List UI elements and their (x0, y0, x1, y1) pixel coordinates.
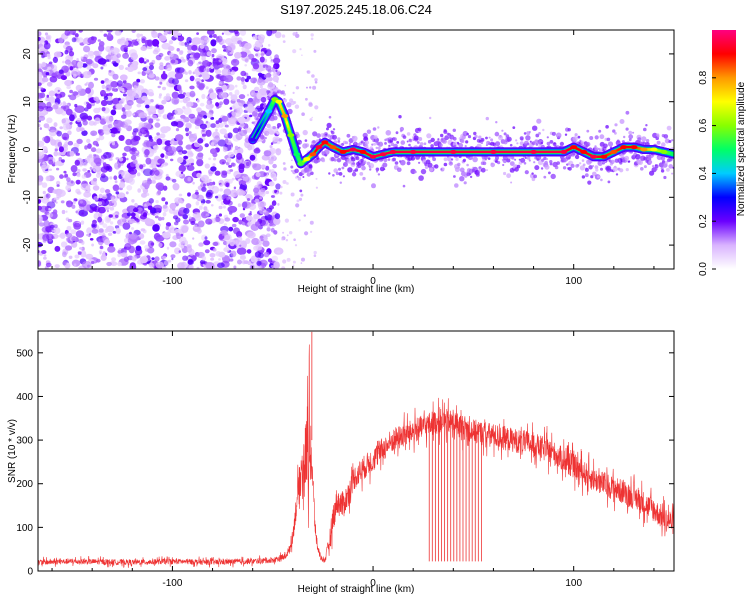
ridge-point (389, 149, 397, 154)
spectrogram-y-axis: -20 -10 0 10 20 (22, 48, 674, 252)
ridge-point (620, 145, 628, 150)
snr-frame (37, 330, 675, 572)
y-tick-label: 20 (22, 48, 33, 60)
y-tick-label: 10 (22, 96, 33, 108)
ridge-point (610, 149, 618, 154)
y-tick-label: 300 (16, 436, 33, 447)
ridge-point (303, 157, 311, 162)
ridge-point (297, 161, 305, 166)
ridge-point (560, 149, 568, 154)
y-tick-label: 100 (16, 523, 33, 534)
ridge-point (570, 145, 578, 150)
colorbar-tick-label: 0.2 (698, 214, 709, 228)
colorbar-tick-label: 0.8 (698, 70, 709, 84)
spectrogram-ridge (248, 94, 674, 169)
ridge-point (590, 154, 598, 159)
spectrogram-x-axis: -100 0 100 (51, 30, 655, 287)
y-tick-label: 200 (16, 479, 33, 490)
chart-title: S197.2025.245.18.06.C24 (280, 2, 432, 17)
colorbar-title: Normalized spectral amplitude (736, 81, 747, 216)
snr-data (38, 331, 674, 568)
ridge-point (660, 149, 668, 154)
x-tick-label: -100 (162, 578, 182, 589)
ridge-point (379, 152, 387, 157)
spectrogram-y-axis-title: Frequency (Hz) (7, 115, 18, 184)
ridge-point (349, 147, 357, 152)
ridge-point (249, 137, 257, 142)
y-tick-label: -10 (22, 190, 33, 205)
y-tick-label: 0 (22, 146, 33, 152)
ridge-point (281, 114, 289, 118)
colorbar-tick-label: 0.6 (698, 118, 709, 132)
x-tick-label: -100 (162, 276, 182, 287)
ridge-point (449, 149, 457, 154)
snr-x-axis: -100 0 100 (51, 331, 655, 589)
colorbar (712, 30, 736, 269)
snr-y-axis-title: SNR (10 * v/v) (7, 419, 18, 483)
ridge-point (580, 149, 588, 154)
ridge-point (359, 149, 367, 154)
ridge-point (640, 147, 648, 152)
spectrogram-noise-speckles (38, 30, 319, 269)
snr-y-axis: 0 100 200 300 400 500 (16, 348, 674, 578)
spectrogram-x-axis-title: Height of straight line (km) (298, 284, 415, 295)
snr-series-line (38, 344, 674, 568)
ridge-point (670, 152, 674, 157)
ridge-point (630, 145, 638, 150)
ridge-point (321, 140, 329, 145)
y-tick-label: -20 (22, 237, 33, 252)
colorbar-tick-label: 0.0 (698, 262, 709, 276)
x-tick-label: 0 (370, 578, 376, 589)
ridge-point (293, 152, 301, 157)
ridge-point (315, 145, 323, 150)
ridge-point (339, 149, 347, 154)
y-tick-label: 400 (16, 392, 33, 403)
snr-x-axis-title: Height of straight line (km) (298, 584, 415, 595)
ridge-point (265, 109, 273, 114)
colorbar-axis: 0.0 0.2 0.4 0.6 0.8 (698, 70, 716, 276)
ridge-point (369, 154, 377, 159)
ridge-point (287, 133, 295, 138)
ridge-point (489, 149, 497, 154)
ridge-point (309, 152, 317, 157)
ridge-point (650, 147, 658, 152)
colorbar-tick-label: 0.4 (698, 166, 709, 180)
spectrogram-data (38, 30, 674, 269)
y-tick-label: 0 (27, 567, 33, 578)
x-tick-label: 100 (565, 276, 582, 287)
ridge-point (600, 154, 608, 159)
ridge-point (329, 145, 337, 150)
ridge-point (409, 149, 417, 154)
y-tick-label: 500 (16, 348, 33, 359)
x-tick-label: 100 (565, 578, 582, 589)
ridge-point (530, 149, 538, 154)
x-tick-label: 0 (370, 276, 376, 287)
ridge-point (275, 99, 283, 104)
